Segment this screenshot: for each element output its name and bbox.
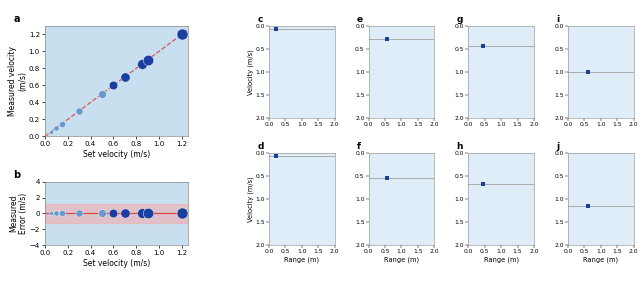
Point: [583, 203, 593, 208]
Point: [271, 27, 281, 31]
Text: a: a: [13, 14, 20, 24]
Point: [120, 74, 130, 79]
Point: [478, 182, 488, 186]
Point: [97, 211, 107, 216]
Point: [51, 126, 61, 130]
Y-axis label: Measured velocity
(m/s): Measured velocity (m/s): [8, 46, 28, 116]
Point: [74, 109, 84, 113]
Point: [51, 211, 61, 216]
Text: b: b: [13, 170, 20, 180]
X-axis label: Set velocity (m/s): Set velocity (m/s): [83, 150, 150, 159]
Point: [381, 37, 392, 42]
Point: [108, 211, 118, 216]
Point: [177, 32, 187, 36]
Point: [381, 176, 392, 180]
X-axis label: Range (m): Range (m): [384, 256, 419, 263]
Y-axis label: Velocity (m/s): Velocity (m/s): [247, 49, 254, 95]
Text: h: h: [456, 142, 463, 151]
Text: i: i: [556, 15, 559, 24]
Text: g: g: [456, 15, 463, 24]
Y-axis label: Measured
Error (m/s): Measured Error (m/s): [9, 193, 28, 234]
Text: f: f: [357, 142, 361, 151]
Text: e: e: [357, 15, 363, 24]
Point: [137, 62, 147, 66]
Point: [97, 91, 107, 96]
X-axis label: Range (m): Range (m): [484, 256, 518, 263]
Text: j: j: [556, 142, 559, 151]
Point: [478, 44, 488, 49]
Point: [177, 211, 187, 216]
Point: [143, 58, 153, 62]
Bar: [134, 92, 216, 134]
Y-axis label: Velocity (m/s): Velocity (m/s): [247, 176, 254, 222]
Text: d: d: [257, 142, 264, 151]
X-axis label: Range (m): Range (m): [583, 256, 618, 263]
Point: [45, 211, 56, 216]
Point: [57, 211, 67, 216]
Bar: [45, 204, 188, 223]
Point: [74, 211, 84, 216]
Point: [137, 211, 147, 216]
Text: c: c: [257, 15, 262, 24]
X-axis label: Set velocity (m/s): Set velocity (m/s): [83, 259, 150, 268]
Point: [120, 211, 130, 216]
Point: [271, 154, 281, 158]
Point: [583, 70, 593, 74]
Point: [143, 211, 153, 216]
Point: [108, 83, 118, 87]
Point: [45, 130, 56, 135]
Point: [57, 121, 67, 126]
X-axis label: Range (m): Range (m): [284, 256, 319, 263]
